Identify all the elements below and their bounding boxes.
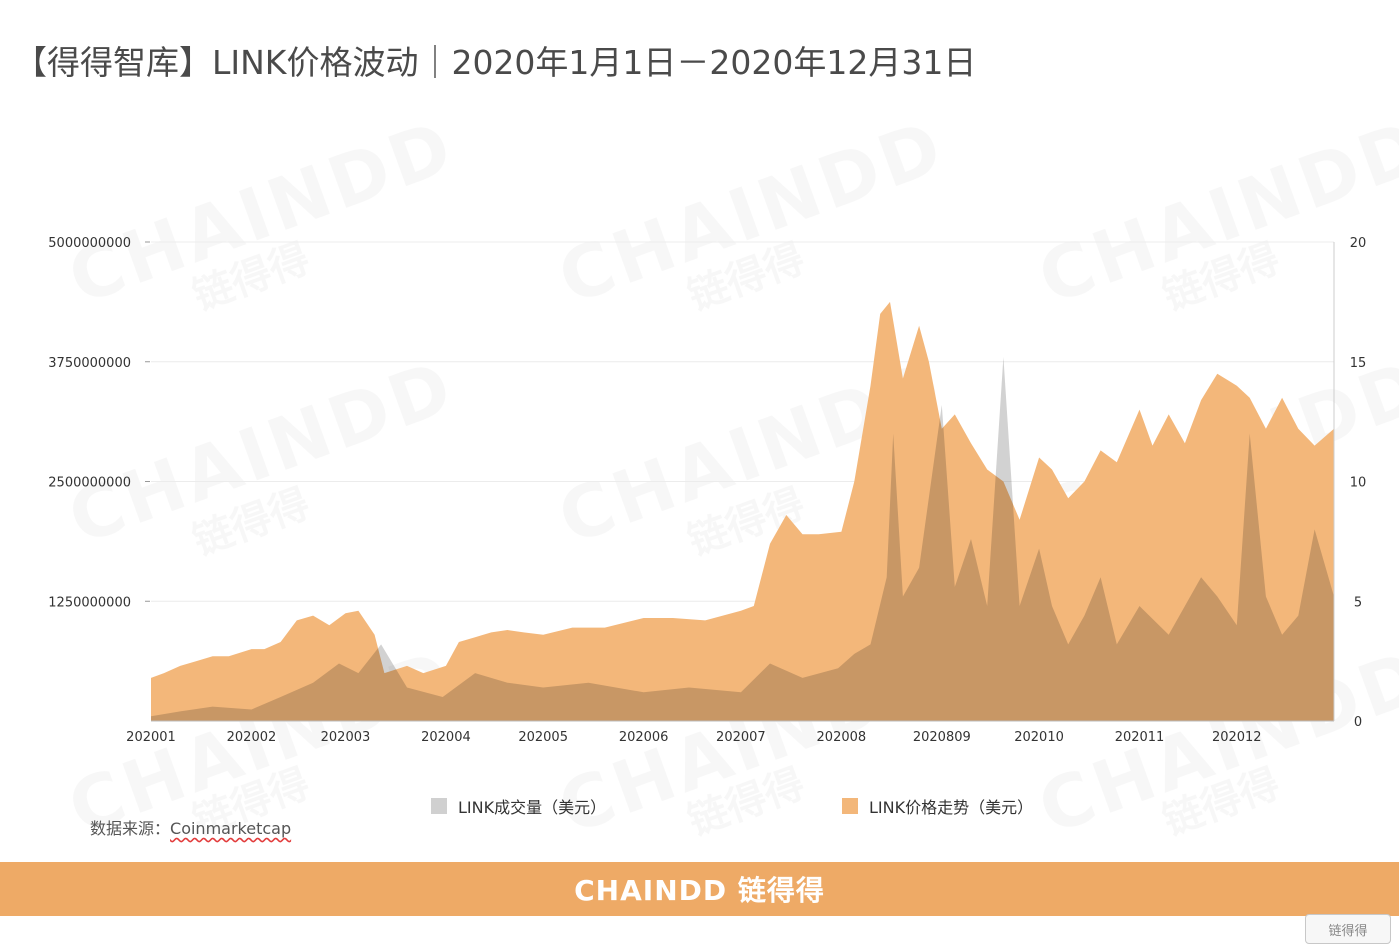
volume-area xyxy=(151,357,1334,721)
x-tick-label: 202007 xyxy=(716,730,766,745)
x-tick-label: 202012 xyxy=(1212,730,1262,745)
x-tick-label: 202003 xyxy=(321,730,371,745)
legend-swatch-price xyxy=(842,798,858,814)
x-tick-label: 202004 xyxy=(421,730,471,745)
corner-logo: 链得得 xyxy=(1305,914,1391,944)
footer-banner: CHAINDD 链得得 xyxy=(0,862,1399,916)
chart-axes xyxy=(151,242,1335,722)
x-tick-label: 202005 xyxy=(518,730,568,745)
x-axis-ticks: 202001 202002 202003 202004 202005 202006 2020… xyxy=(126,730,1261,745)
left-tick-label: 5000000000 xyxy=(48,236,131,251)
right-tick-label: 0 xyxy=(1354,715,1362,730)
right-tick-label: 10 xyxy=(1350,476,1367,491)
right-axis-ticks: 20 15 10 5 0 xyxy=(1350,236,1367,730)
page-title: 【得得智库】LINK价格波动｜2020年1月1日－2020年12月31日 xyxy=(14,43,977,82)
right-tick-label: 5 xyxy=(1354,595,1362,610)
x-tick-label: 202011 xyxy=(1115,730,1165,745)
legend-item-price[interactable]: LINK价格走势（美元） xyxy=(842,794,1033,818)
right-tick-label: 20 xyxy=(1350,236,1367,251)
legend-label-volume: LINK成交量（美元） xyxy=(458,798,607,817)
chart-areas xyxy=(151,301,1334,721)
source-label: 数据来源： xyxy=(90,819,171,838)
left-axis-ticks: 5000000000 3750000000 2500000000 1250000000 xyxy=(48,236,131,610)
left-tick-label: 3750000000 xyxy=(48,356,131,371)
source-link[interactable]: Coinmarketcap xyxy=(170,819,292,838)
x-tick-label: 202001 xyxy=(126,730,176,745)
legend-item-volume[interactable]: LINK成交量（美元） xyxy=(431,794,606,818)
left-tick-label: 1250000000 xyxy=(48,595,131,610)
x-tick-label: 202008 xyxy=(817,730,867,745)
right-tick-label: 15 xyxy=(1350,356,1367,371)
data-source: 数据来源：Coinmarketcap xyxy=(90,815,291,839)
legend-label-price: LINK价格走势（美元） xyxy=(869,798,1034,817)
x-tick-label: 202010 xyxy=(1014,730,1064,745)
footer-brand: CHAINDD 链得得 xyxy=(574,874,825,907)
link-price-volume-chart: 5000000000 3750000000 2500000000 1250000000… xyxy=(48,236,1367,745)
legend-swatch-volume xyxy=(431,798,447,814)
x-tick-label: 202006 xyxy=(619,730,669,745)
left-tick-label: 2500000000 xyxy=(48,476,131,491)
x-tick-label: 2020809 xyxy=(913,730,971,745)
x-tick-label: 202002 xyxy=(227,730,277,745)
